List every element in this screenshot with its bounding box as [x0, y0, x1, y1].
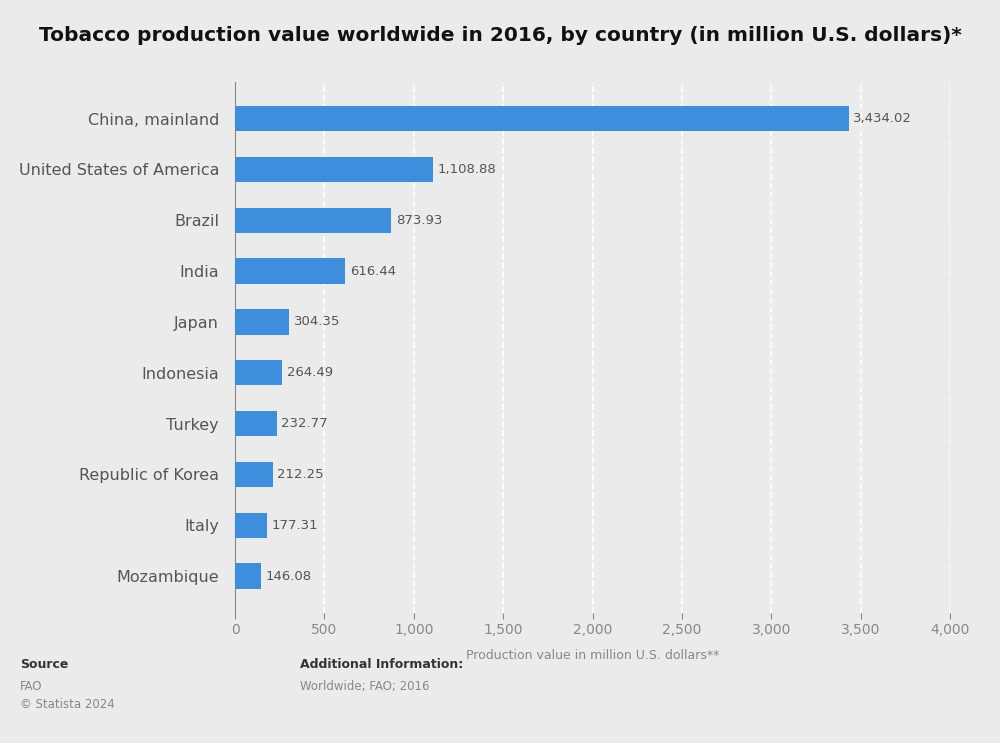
- Bar: [235, 157, 433, 182]
- Text: 177.31: 177.31: [271, 519, 318, 532]
- Bar: [235, 259, 345, 284]
- Text: Tobacco production value worldwide in 2016, by country (in million U.S. dollars): Tobacco production value worldwide in 20…: [39, 26, 961, 45]
- Text: 873.93: 873.93: [396, 214, 442, 227]
- Bar: [235, 360, 282, 386]
- Text: 1,108.88: 1,108.88: [438, 163, 496, 176]
- Bar: [235, 563, 261, 589]
- Bar: [235, 513, 267, 538]
- Text: Additional Information:: Additional Information:: [300, 658, 463, 670]
- Text: Source: Source: [20, 658, 68, 670]
- Text: FAO
© Statista 2024: FAO © Statista 2024: [20, 680, 115, 711]
- Bar: [235, 461, 273, 487]
- Text: 146.08: 146.08: [266, 570, 312, 583]
- Bar: [235, 309, 289, 334]
- Bar: [235, 411, 277, 436]
- Text: 616.44: 616.44: [350, 265, 396, 278]
- Bar: [235, 207, 391, 233]
- Bar: [235, 106, 849, 132]
- Text: 264.49: 264.49: [287, 366, 333, 379]
- Text: 212.25: 212.25: [277, 468, 324, 481]
- Text: 232.77: 232.77: [281, 417, 328, 430]
- Text: Worldwide; FAO; 2016: Worldwide; FAO; 2016: [300, 680, 430, 692]
- Text: 3,434.02: 3,434.02: [853, 112, 912, 125]
- X-axis label: Production value in million U.S. dollars**: Production value in million U.S. dollars…: [466, 649, 719, 661]
- Text: 304.35: 304.35: [294, 316, 340, 328]
